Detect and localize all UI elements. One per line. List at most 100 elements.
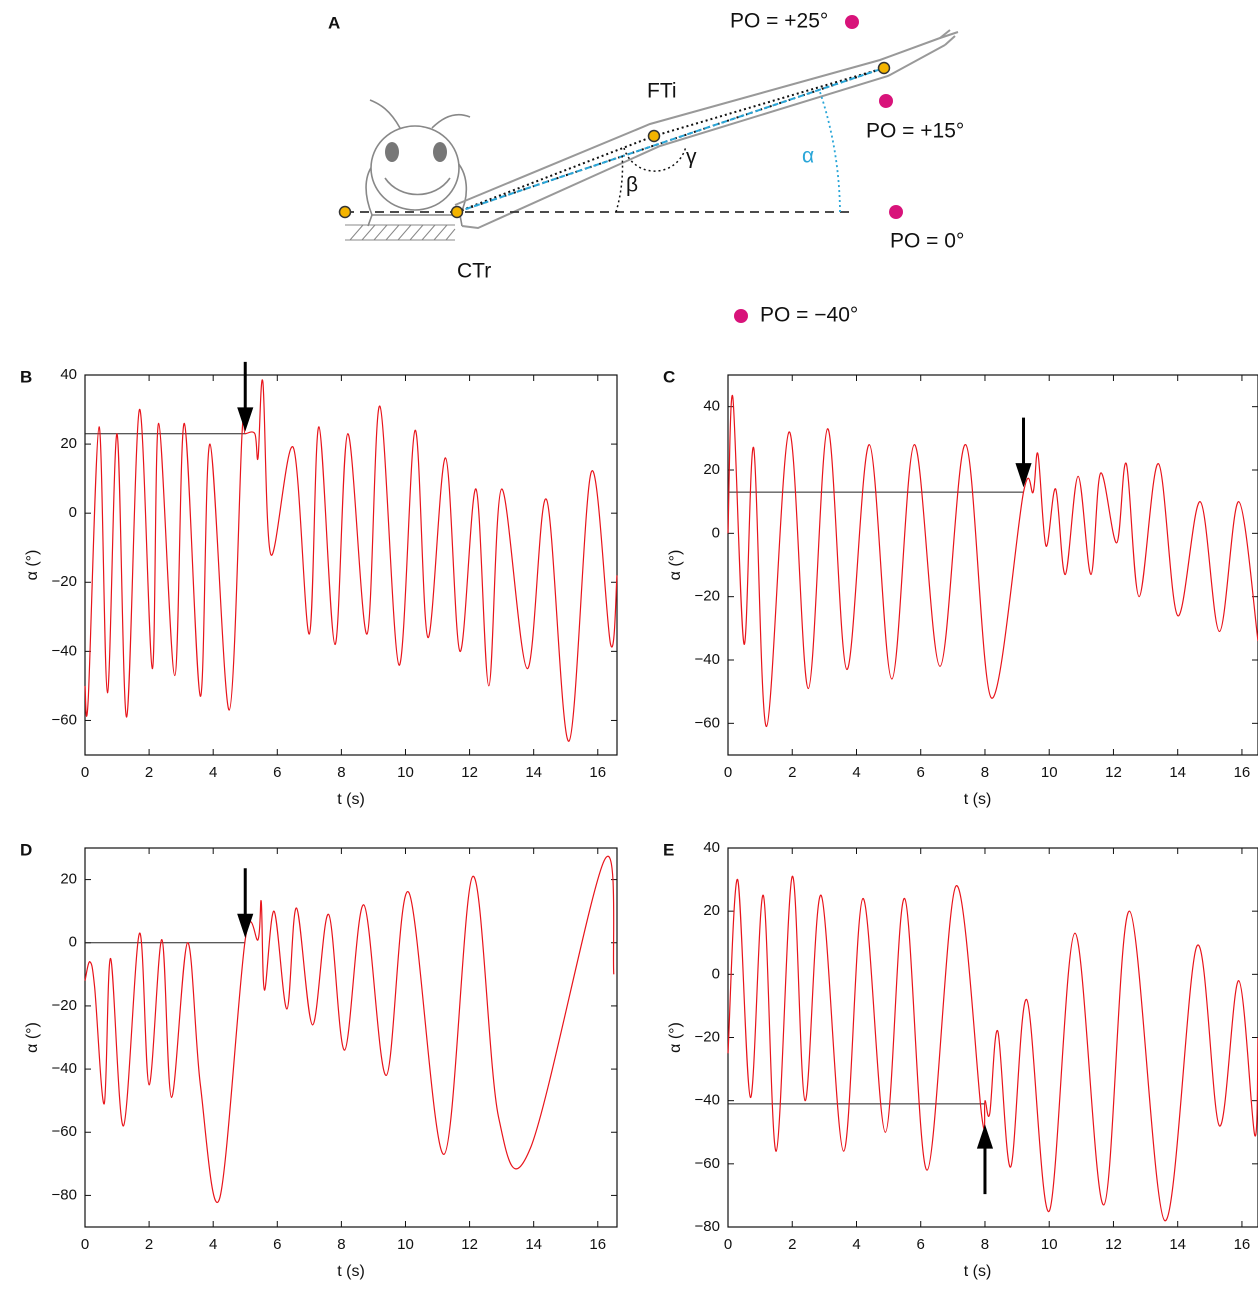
x-tick-label: 14: [1169, 1236, 1186, 1253]
x-tick-label: 6: [917, 764, 925, 781]
panel-letter: E: [663, 840, 674, 859]
x-tick-label: 12: [461, 764, 478, 781]
joints: [338, 61, 891, 219]
data-line: [727, 875, 1258, 1222]
x-tick-label: 6: [273, 1236, 281, 1253]
x-tick-label: 14: [1169, 764, 1186, 781]
x-tick-label: 10: [397, 1236, 414, 1253]
angle-label: γ: [686, 146, 697, 169]
x-tick-label: 2: [145, 1236, 153, 1253]
y-tick-label: −40: [695, 1092, 720, 1109]
x-tick-label: 16: [1234, 1236, 1251, 1253]
y-tick-label: 0: [69, 504, 77, 521]
x-tick-label: 0: [724, 1236, 732, 1253]
x-axis-label: t (s): [337, 791, 365, 808]
x-tick-label: 8: [981, 1236, 989, 1253]
gamma-arc: [623, 145, 687, 172]
y-tick-label: −80: [695, 1218, 720, 1235]
x-axis-label: t (s): [964, 791, 992, 808]
y-tick-label: 40: [60, 366, 77, 383]
panel: C 0 2 4 6 8 10 12 14 16 −60 −40 −20 0 20 40 t (s) α (°): [663, 367, 1258, 808]
position-label: PO = −40°: [760, 304, 858, 327]
arrow: [237, 868, 254, 939]
y-tick-label: 20: [703, 461, 720, 478]
x-tick-label: 0: [81, 764, 89, 781]
x-tick-label: 14: [525, 764, 542, 781]
x-tick-label: 2: [788, 764, 796, 781]
alpha-arc: [819, 91, 841, 213]
y-tick-label: 40: [703, 398, 720, 415]
y-tick-label: −60: [52, 1123, 77, 1140]
x-tick-label: 0: [81, 1236, 89, 1253]
x-tick-label: 8: [981, 764, 989, 781]
y-tick-label: −20: [695, 1028, 720, 1045]
x-axis-label: t (s): [964, 1263, 992, 1280]
y-tick-label: 0: [712, 965, 720, 982]
panel-letter: B: [20, 367, 32, 386]
joint-label: FTi: [647, 80, 677, 103]
x-tick-label: 16: [589, 764, 606, 781]
y-tick-label: 0: [69, 934, 77, 951]
y-tick-label: 20: [60, 435, 77, 452]
y-tick-label: 20: [60, 871, 77, 888]
x-tick-label: 12: [461, 1236, 478, 1253]
y-axis-label: α (°): [24, 550, 41, 581]
joint-label: CTr: [457, 260, 491, 283]
panel-letter: D: [20, 840, 32, 859]
y-tick-label: −40: [695, 651, 720, 668]
x-tick-label: 8: [337, 1236, 345, 1253]
x-tick-label: 10: [1041, 764, 1058, 781]
x-tick-label: 10: [1041, 1236, 1058, 1253]
x-tick-label: 12: [1105, 764, 1122, 781]
x-tick-label: 6: [917, 1236, 925, 1253]
x-tick-label: 0: [724, 764, 732, 781]
arrow: [237, 361, 254, 432]
ground: [345, 224, 456, 241]
plot-frame: [84, 374, 618, 756]
panel: B 0 2 4 6 8 10 12 14 16 −60 −40 −20 0 20 40 t (s) α (°): [20, 361, 618, 808]
panel-a: A: [328, 10, 964, 327]
beta-arc: [615, 153, 624, 213]
y-axis-label: α (°): [667, 550, 684, 581]
panel: E 0 2 4 6 8 10 12 14 16 −80 −60 −40 −20 0 20 40 t (s) α (°…: [663, 839, 1258, 1280]
plot-frame: [727, 374, 1258, 756]
plot-frame: [727, 847, 1258, 1228]
y-tick-label: −80: [52, 1186, 77, 1203]
y-tick-label: 20: [703, 902, 720, 919]
position-label: PO = 0°: [890, 230, 964, 253]
alpha-line: [456, 67, 885, 213]
position-label: PO = +15°: [866, 120, 964, 143]
angle-label: β: [626, 174, 638, 197]
x-tick-label: 4: [209, 1236, 217, 1253]
data-line: [84, 379, 618, 742]
x-tick-label: 4: [852, 764, 860, 781]
y-axis-label: α (°): [667, 1022, 684, 1053]
y-tick-label: −60: [695, 714, 720, 731]
arrow: [1015, 417, 1032, 488]
data-line: [727, 394, 1258, 728]
x-tick-label: 2: [145, 764, 153, 781]
y-tick-label: −60: [695, 1155, 720, 1172]
y-tick-label: 0: [712, 524, 720, 541]
angle-label: α: [802, 145, 814, 168]
panel-letter: A: [328, 13, 340, 32]
x-tick-label: 16: [1234, 764, 1251, 781]
panel-letter: C: [663, 367, 675, 386]
po-dots: [734, 15, 903, 323]
arrow: [976, 1124, 994, 1195]
x-tick-label: 16: [589, 1236, 606, 1253]
plot-frame: [84, 847, 618, 1228]
x-tick-label: 12: [1105, 1236, 1122, 1253]
x-tick-label: 6: [273, 764, 281, 781]
y-tick-label: −40: [52, 642, 77, 659]
y-tick-label: 40: [703, 839, 720, 856]
x-tick-label: 10: [397, 764, 414, 781]
x-tick-label: 14: [525, 1236, 542, 1253]
insect: [365, 99, 471, 227]
x-tick-label: 2: [788, 1236, 796, 1253]
x-tick-label: 8: [337, 764, 345, 781]
panel: D 0 2 4 6 8 10 12 14 16 −80 −60 −40 −20 0 20 t (s) α (°): [20, 840, 618, 1280]
y-tick-label: −40: [52, 1060, 77, 1077]
y-axis-label: α (°): [24, 1022, 41, 1053]
position-label: PO = +25°: [730, 10, 828, 33]
